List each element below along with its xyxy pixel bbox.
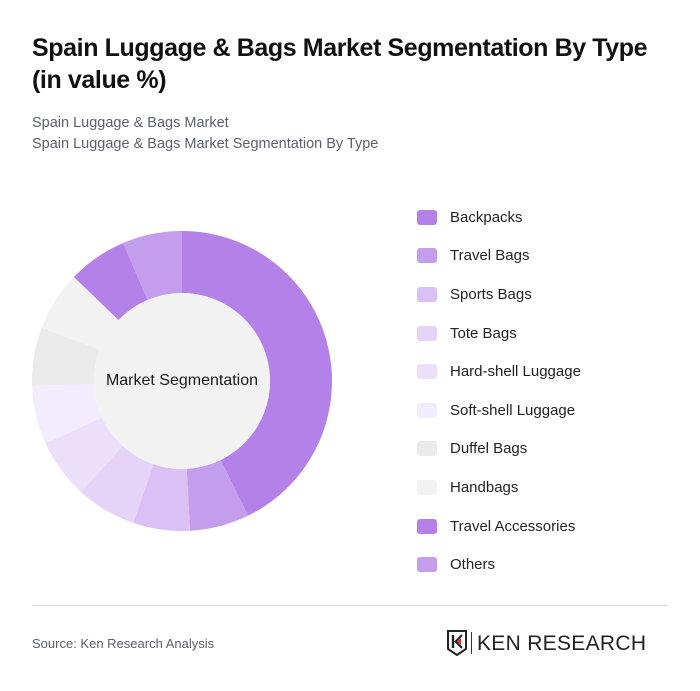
- legend-item-soft-shell-luggage[interactable]: Soft-shell Luggage: [417, 391, 581, 430]
- legend-item-others[interactable]: Others: [417, 545, 581, 584]
- legend-item-duffel-bags[interactable]: Duffel Bags: [417, 430, 581, 469]
- legend-swatch: [417, 209, 437, 225]
- chart-subtitle: Spain Luggage & Bags Market Spain Luggag…: [32, 113, 378, 155]
- donut-slice-soft-shell-luggage[interactable]: [32, 383, 102, 444]
- donut-svg: [32, 231, 332, 531]
- legend-item-handbags[interactable]: Handbags: [417, 468, 581, 507]
- logo-text: KEN RESEARCH: [477, 631, 647, 655]
- legend-swatch: [417, 364, 437, 380]
- footer-divider: [32, 605, 668, 606]
- legend-item-travel-bags[interactable]: Travel Bags: [417, 237, 581, 276]
- chart-legend: Backpacks Travel Bags Sports Bags Tote Bags…: [417, 198, 581, 584]
- donut-slice-travel-accessories[interactable]: [73, 242, 148, 321]
- legend-swatch: [417, 325, 437, 341]
- chart-title: Spain Luggage & Bags Market Segmentation…: [32, 34, 648, 94]
- legend-label: Travel Accessories: [450, 517, 576, 535]
- legend-label: Duffel Bags: [450, 440, 528, 458]
- legend-item-travel-accessories[interactable]: Travel Accessories: [417, 507, 581, 546]
- logo-separator: [471, 632, 472, 654]
- legend-label: Hard-shell Luggage: [450, 363, 581, 381]
- legend-swatch: [417, 402, 437, 418]
- legend-swatch: [417, 518, 437, 534]
- legend-swatch: [417, 248, 437, 264]
- donut-chart: Market Segmentation: [32, 231, 332, 531]
- legend-swatch: [417, 479, 437, 495]
- source-note: Source: Ken Research Analysis: [32, 636, 215, 651]
- legend-label: Travel Bags: [450, 247, 530, 265]
- donut-slice-hard-shell-luggage[interactable]: [45, 417, 123, 492]
- ken-logo-icon: [447, 630, 467, 656]
- legend-swatch: [417, 441, 437, 457]
- subtitle-line-1: Spain Luggage & Bags Market: [32, 115, 229, 131]
- donut-slice-sports-bags[interactable]: [133, 464, 191, 531]
- legend-label: Backpacks: [450, 208, 523, 226]
- donut-slice-travel-bags[interactable]: [186, 460, 249, 531]
- legend-item-hard-shell-luggage[interactable]: Hard-shell Luggage: [417, 352, 581, 391]
- legend-swatch: [417, 557, 437, 573]
- legend-label: Soft-shell Luggage: [450, 401, 576, 419]
- ken-research-logo: KEN RESEARCH: [447, 629, 646, 657]
- subtitle-line-2: Spain Luggage & Bags Market Segmentation…: [32, 136, 379, 152]
- donut-slice-backpacks[interactable]: [182, 231, 332, 516]
- legend-item-tote-bags[interactable]: Tote Bags: [417, 314, 581, 353]
- donut-slice-others[interactable]: [123, 231, 182, 301]
- legend-label: Handbags: [450, 478, 519, 496]
- legend-item-backpacks[interactable]: Backpacks: [417, 198, 581, 237]
- legend-label: Tote Bags: [450, 324, 517, 342]
- legend-item-sports-bags[interactable]: Sports Bags: [417, 275, 581, 314]
- donut-slice-duffel-bags[interactable]: [32, 327, 100, 386]
- legend-label: Others: [450, 556, 496, 574]
- donut-slice-tote-bags[interactable]: [80, 446, 154, 523]
- donut-slice-handbags[interactable]: [41, 277, 119, 350]
- legend-swatch: [417, 286, 437, 302]
- legend-label: Sports Bags: [450, 285, 532, 303]
- donut-hole: [94, 293, 270, 469]
